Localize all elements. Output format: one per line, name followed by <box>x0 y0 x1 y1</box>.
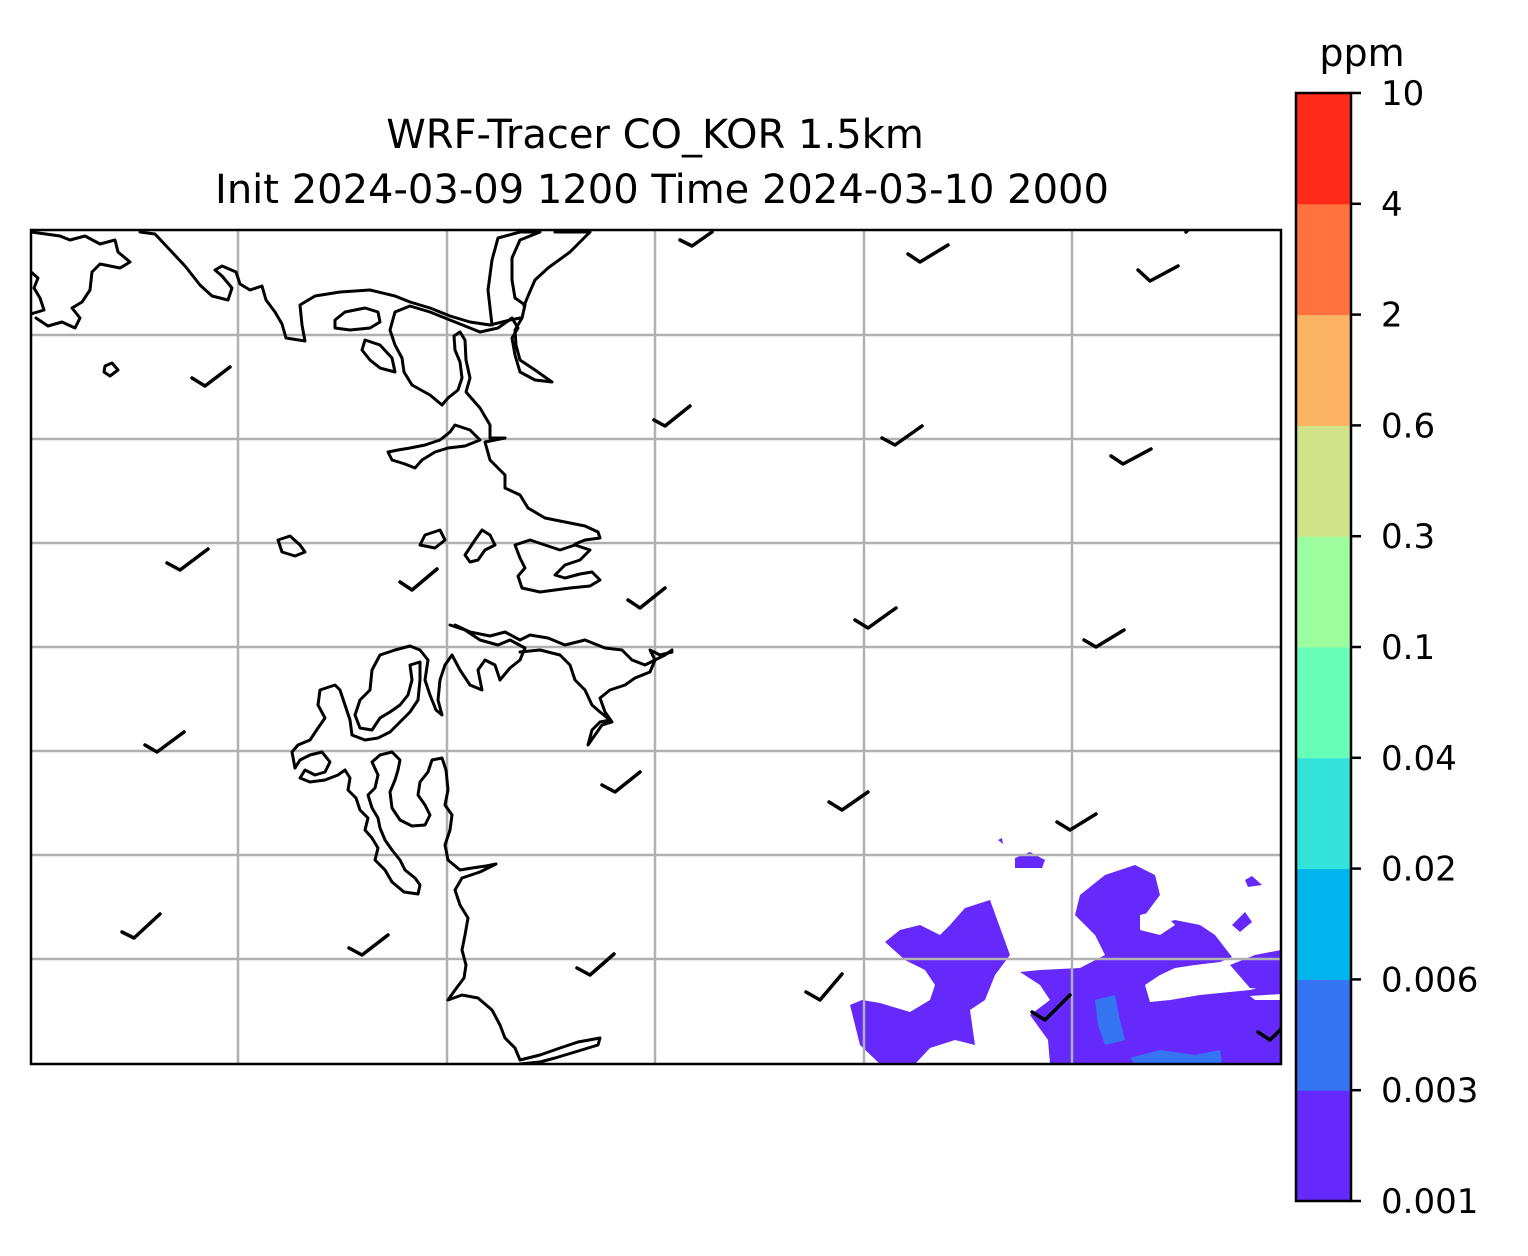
wind-barb <box>1082 628 1126 649</box>
coastline-mid-4 <box>513 538 602 594</box>
coastline-north-3 <box>138 230 522 343</box>
colorbar-tick-label: 0.001 <box>1381 1182 1478 1222</box>
colorbar: 0.001 0.003 0.006 0.02 0.04 0.1 0.3 0.6 2 4 10 <box>1294 74 1478 1222</box>
wind-barb <box>398 567 439 592</box>
colorbar-segment <box>1296 868 1351 980</box>
map-title-line-1: WRF-Tracer CO_KOR 1.5km <box>386 112 924 158</box>
colorbar-tick-label: 10 <box>1381 74 1424 114</box>
map-frame <box>29 228 1283 1066</box>
wind-barbs <box>120 230 1281 1042</box>
colorbar-segment <box>1296 647 1351 759</box>
wind-barb <box>143 730 186 754</box>
co-field-patch-small-4 <box>998 838 1003 844</box>
wind-barb <box>652 404 692 428</box>
colorbar-segment <box>1296 536 1351 648</box>
coastlines <box>31 230 674 1064</box>
coastline-mid-2 <box>418 528 447 550</box>
wind-barb <box>1109 447 1153 466</box>
wind-barb <box>575 952 616 977</box>
wind-barb <box>804 972 844 1002</box>
colorbar-segment <box>1296 314 1351 426</box>
coastline-inlet-1 <box>360 338 397 374</box>
wind-barb <box>880 424 924 447</box>
wind-barb <box>906 243 950 264</box>
wind-barb <box>600 770 642 794</box>
colorbar-tick-label: 0.04 <box>1381 739 1457 779</box>
coastline-river-1 <box>486 230 522 327</box>
coastline-river-3 <box>522 230 592 308</box>
colorbar-tick-label: 0.1 <box>1381 628 1435 668</box>
co-field-patch-small-2 <box>1245 876 1262 887</box>
colorbar-tick-label: 4 <box>1381 185 1403 225</box>
coastline-north-2 <box>31 270 46 316</box>
co-field-hole-1 <box>1140 910 1175 935</box>
coastline-south-4 <box>293 750 602 1064</box>
coastline-south-1 <box>290 623 527 770</box>
colorbar-tick-label: 0.006 <box>1381 960 1478 1000</box>
wind-barb <box>1136 264 1180 283</box>
wind-barb <box>190 365 232 388</box>
wind-barb <box>1030 993 1072 1022</box>
colorbar-segment <box>1296 425 1351 537</box>
coastline-south-2 <box>518 648 674 747</box>
colorbar-tick-label: 0.003 <box>1381 1071 1478 1111</box>
coastline-island-2 <box>276 534 307 558</box>
co-field-patch-small-3 <box>1232 912 1252 932</box>
co-field-patch-east <box>1020 865 1281 1064</box>
co-field-inner-patch-2 <box>1130 1050 1222 1064</box>
coastline-island-1 <box>333 306 382 332</box>
co-field-patch-main <box>850 900 1010 1064</box>
map-plot-area <box>31 230 1281 1064</box>
wind-barb <box>626 586 667 610</box>
wind-barb <box>347 933 390 957</box>
gridlines <box>31 230 1281 1064</box>
colorbar-segment <box>1296 757 1351 870</box>
co-field-inner-patch-1 <box>1095 995 1125 1045</box>
wind-barb <box>1055 812 1098 832</box>
coastline-mid-1 <box>386 423 482 470</box>
coastline-mid-3 <box>463 528 497 564</box>
colorbar-tick-label: 0.02 <box>1381 850 1457 890</box>
colorbar-segment <box>1296 979 1351 1091</box>
wind-barb <box>853 606 898 630</box>
coastline-river-2 <box>388 230 602 546</box>
map-title-line-2: Init 2024-03-09 1200 Time 2024-03-10 200… <box>215 167 1109 213</box>
colorbar-segment <box>1296 203 1351 316</box>
coastline-north-1 <box>31 230 132 330</box>
wind-barb <box>827 790 870 812</box>
colorbar-tick-label: 0.3 <box>1381 517 1435 557</box>
colorbar-segment <box>1296 1090 1351 1202</box>
colorbar-segment <box>1296 93 1351 205</box>
colorbar-tick-label: 2 <box>1381 296 1403 336</box>
wind-barb <box>678 230 714 248</box>
coastline-island-3 <box>102 361 120 378</box>
wind-barb <box>1256 1026 1281 1042</box>
coastline-south-3 <box>453 623 674 667</box>
wind-barb <box>120 912 162 940</box>
wind-barb <box>165 547 210 572</box>
colorbar-tick-label: 0.6 <box>1381 406 1435 446</box>
co-field-hole-2 <box>1250 994 1281 1000</box>
co-field-patch-ne <box>1230 950 1281 990</box>
colorbar-unit-label: ppm <box>1319 31 1404 75</box>
concentration-field <box>850 838 1281 1064</box>
